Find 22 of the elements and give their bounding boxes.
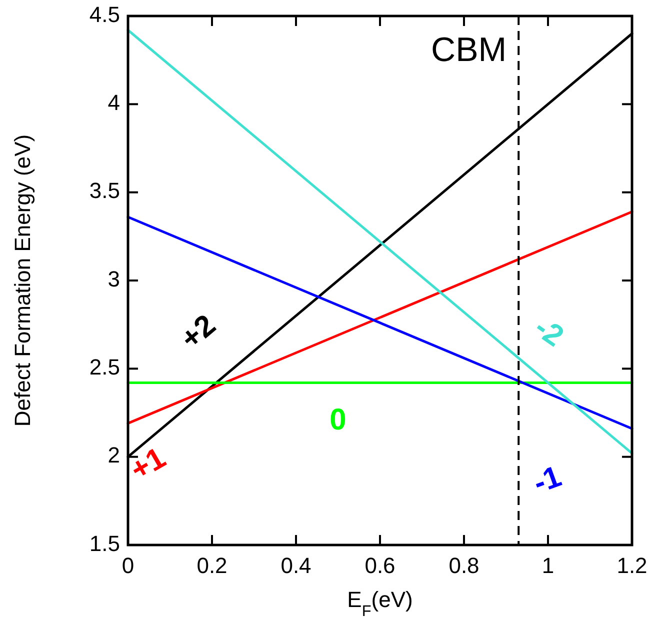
series-label: 0 — [330, 403, 346, 436]
y-tick-label: 3 — [108, 266, 120, 292]
y-tick-label: 2.5 — [89, 354, 120, 380]
x-tick-label: 0.2 — [196, 553, 228, 578]
x-tick-label: 1 — [542, 553, 554, 578]
text: +2 — [174, 308, 222, 356]
y-axis-title: Defect Formation Energy (eV) — [10, 134, 35, 427]
y-tick-label: 3.5 — [89, 178, 120, 204]
x-tick-label: 0.4 — [280, 553, 312, 578]
x-tick-label: 0 — [122, 553, 134, 578]
y-tick-label: 4.5 — [89, 2, 120, 27]
y-tick-label: 4 — [108, 90, 120, 115]
x-tick-label: 0.6 — [364, 553, 396, 578]
text: +1 — [125, 441, 172, 488]
x-tick-label: 0.8 — [448, 553, 480, 578]
x-tick-label: 1.2 — [616, 553, 648, 578]
x-axis-title: E$_{F}$(eV) — [347, 587, 413, 620]
y-tick-label: 1.5 — [89, 530, 120, 556]
text: -1 — [529, 460, 566, 500]
ref-line-label: CBM — [431, 31, 507, 69]
y-tick-label: 2 — [108, 442, 120, 468]
text: -2 — [528, 310, 570, 354]
